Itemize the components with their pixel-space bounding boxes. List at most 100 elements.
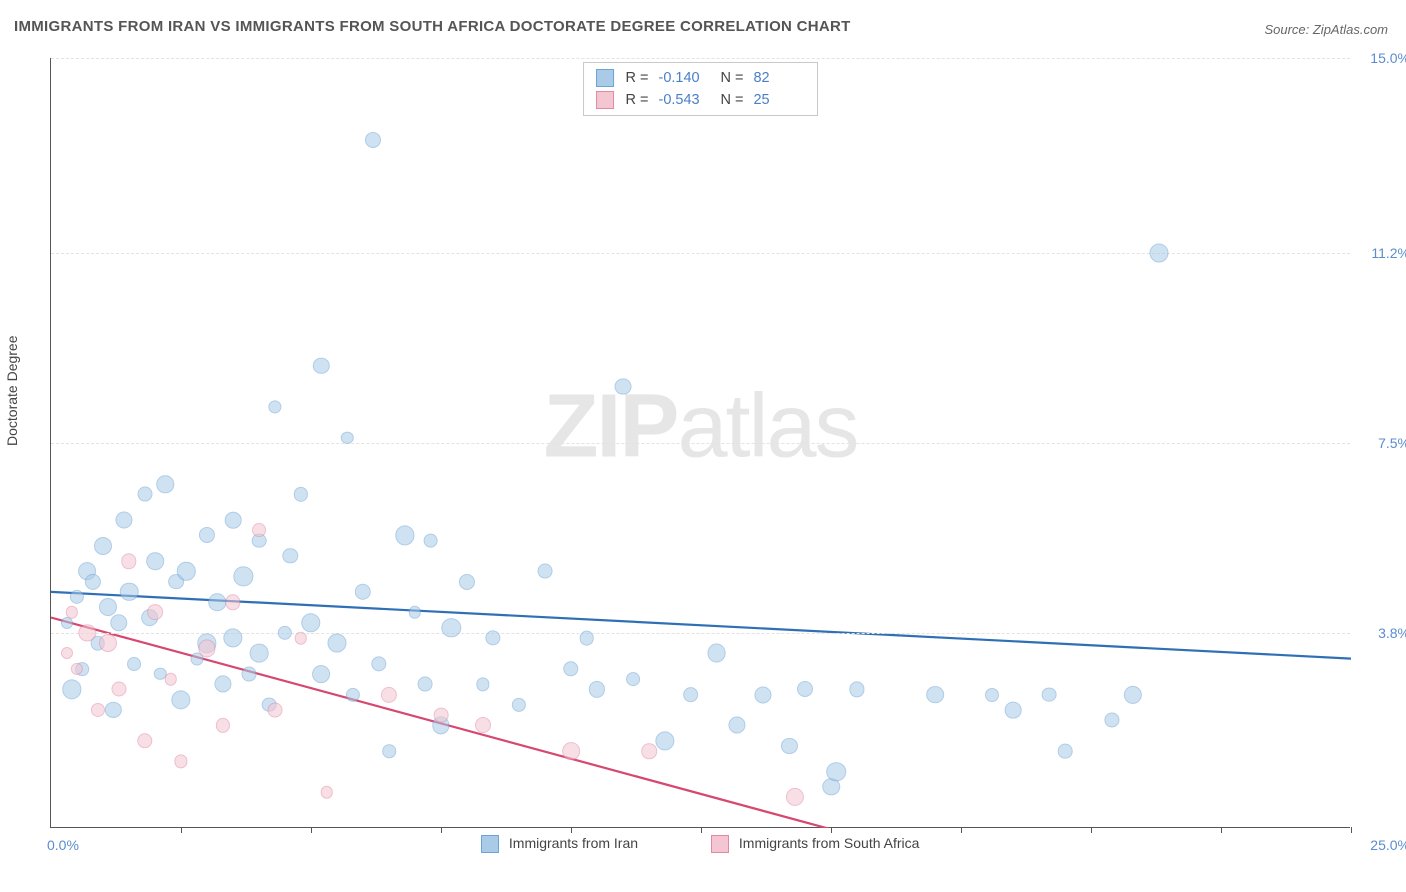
- data-point-iran: [301, 613, 320, 632]
- legend-item-iran: Immigrants from Iran: [481, 835, 638, 853]
- swatch-sa-icon: [711, 835, 729, 853]
- data-point-south_africa: [786, 788, 804, 806]
- data-point-south_africa: [111, 682, 126, 697]
- gridline: [51, 58, 1350, 59]
- data-point-south_africa: [137, 733, 152, 748]
- data-point-iran: [459, 574, 475, 590]
- source-attribution: Source: ZipAtlas.com: [1264, 22, 1388, 37]
- data-point-iran: [563, 661, 578, 676]
- data-point-south_africa: [99, 634, 117, 652]
- x-max-label: 25.0%: [1370, 837, 1406, 853]
- swatch-iran: [596, 69, 614, 87]
- x-tick: [1091, 827, 1092, 833]
- data-point-iran: [115, 511, 132, 528]
- data-point-iran: [1104, 713, 1119, 728]
- data-point-iran: [105, 702, 121, 718]
- data-point-south_africa: [434, 708, 449, 723]
- data-point-iran: [476, 678, 489, 691]
- data-point-iran: [615, 378, 632, 395]
- data-point-iran: [409, 606, 421, 618]
- gridline: [51, 633, 1350, 634]
- data-point-iran: [1123, 685, 1141, 703]
- r-value-iran: -0.140: [659, 67, 711, 89]
- swatch-iran-icon: [481, 835, 499, 853]
- data-point-iran: [781, 738, 797, 754]
- watermark: ZIPatlas: [543, 376, 857, 479]
- y-tick-label: 11.2%: [1360, 245, 1406, 261]
- data-point-iran: [250, 644, 269, 663]
- r-value-sa: -0.543: [659, 89, 711, 111]
- data-point-iran: [382, 744, 396, 758]
- data-point-iran: [223, 628, 242, 647]
- data-point-iran: [1149, 244, 1168, 263]
- gridline: [51, 443, 1350, 444]
- y-tick-label: 7.5%: [1360, 435, 1406, 451]
- data-point-iran: [94, 537, 112, 555]
- data-point-iran: [442, 618, 461, 637]
- x-min-label: 0.0%: [47, 837, 79, 853]
- data-point-iran: [157, 475, 174, 492]
- data-point-iran: [209, 593, 227, 611]
- data-point-iran: [225, 512, 242, 529]
- data-point-iran: [797, 681, 813, 697]
- x-tick: [961, 827, 962, 833]
- data-point-iran: [626, 672, 640, 686]
- data-point-iran: [127, 657, 141, 671]
- stats-row-sa: R = -0.543 N = 25: [596, 89, 806, 111]
- data-point-south_africa: [198, 640, 215, 657]
- data-point-iran: [61, 617, 73, 629]
- data-point-south_africa: [294, 632, 306, 644]
- data-point-iran: [199, 527, 215, 543]
- data-point-iran: [70, 590, 84, 604]
- y-tick-label: 3.8%: [1360, 625, 1406, 641]
- data-point-south_africa: [225, 594, 240, 609]
- data-point-iran: [755, 686, 772, 703]
- x-tick: [571, 827, 572, 833]
- data-point-iran: [268, 400, 281, 413]
- y-axis-label: Doctorate Degree: [4, 335, 20, 446]
- data-point-iran: [137, 487, 152, 502]
- data-point-iran: [110, 614, 127, 631]
- data-point-iran: [146, 552, 164, 570]
- x-tick: [831, 827, 832, 833]
- data-point-south_africa: [267, 702, 282, 717]
- swatch-south-africa: [596, 91, 614, 109]
- data-point-iran: [365, 132, 381, 148]
- stats-row-iran: R = -0.140 N = 82: [596, 67, 806, 89]
- x-tick: [181, 827, 182, 833]
- data-point-iran: [278, 626, 292, 640]
- x-tick: [311, 827, 312, 833]
- data-point-iran: [579, 631, 594, 646]
- data-point-iran: [234, 567, 253, 586]
- data-point-iran: [327, 634, 346, 653]
- n-value-iran: 82: [753, 67, 805, 89]
- data-point-iran: [985, 688, 999, 702]
- data-point-south_africa: [562, 742, 580, 760]
- data-point-iran: [346, 687, 360, 701]
- data-point-iran: [62, 680, 81, 699]
- data-point-iran: [707, 644, 726, 663]
- data-point-iran: [729, 717, 746, 734]
- data-point-south_africa: [174, 755, 187, 768]
- data-point-south_africa: [66, 606, 78, 618]
- y-tick-label: 15.0%: [1360, 50, 1406, 66]
- data-point-south_africa: [147, 604, 163, 620]
- data-point-south_africa: [381, 686, 397, 702]
- data-point-iran: [655, 731, 674, 750]
- data-point-iran: [241, 667, 256, 682]
- data-point-south_africa: [475, 717, 491, 733]
- data-point-south_africa: [164, 673, 177, 686]
- n-value-sa: 25: [753, 89, 805, 111]
- data-point-iran: [312, 665, 330, 683]
- data-point-iran: [1005, 702, 1022, 719]
- x-tick: [1221, 827, 1222, 833]
- data-point-south_africa: [641, 743, 657, 759]
- data-point-south_africa: [61, 647, 73, 659]
- data-point-iran: [512, 698, 526, 712]
- chart-title: IMMIGRANTS FROM IRAN VS IMMIGRANTS FROM …: [14, 18, 851, 35]
- data-point-iran: [683, 687, 699, 703]
- data-point-iran: [177, 562, 195, 580]
- data-point-iran: [355, 584, 371, 600]
- x-tick: [441, 827, 442, 833]
- data-point-south_africa: [252, 523, 266, 537]
